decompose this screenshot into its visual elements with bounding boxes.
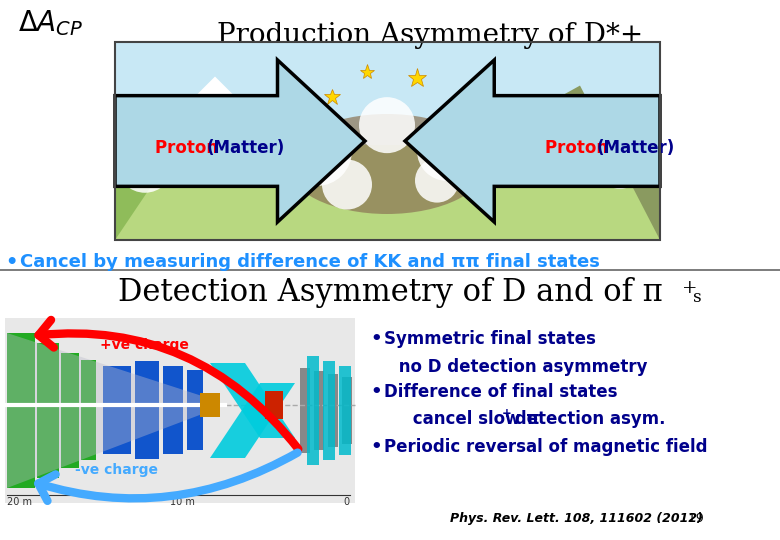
Text: Difference of final states: Difference of final states (384, 383, 618, 401)
Circle shape (415, 159, 459, 202)
Bar (163, 366, 183, 454)
Text: •: • (370, 383, 381, 401)
Polygon shape (210, 363, 295, 438)
Text: •: • (5, 253, 17, 272)
Text: Symmetric final states: Symmetric final states (384, 330, 596, 348)
Text: •: • (370, 330, 381, 348)
Text: Production Asymmetry of D*+: Production Asymmetry of D*+ (217, 22, 644, 49)
Text: 19: 19 (680, 512, 704, 525)
Bar (5, 318, 355, 503)
FancyArrowPatch shape (39, 320, 298, 449)
Text: +: + (682, 279, 697, 297)
Polygon shape (115, 91, 315, 240)
Polygon shape (480, 85, 660, 240)
Circle shape (322, 159, 372, 210)
Bar (187, 370, 203, 450)
Circle shape (282, 116, 352, 186)
Text: (Matter): (Matter) (207, 139, 285, 157)
Bar (339, 366, 351, 455)
Bar (115, 42, 660, 145)
Polygon shape (195, 77, 235, 97)
Bar (200, 393, 220, 417)
Bar (115, 145, 660, 240)
FancyArrowPatch shape (38, 453, 298, 501)
Bar (37, 343, 59, 478)
Text: Phys. Rev. Lett. 108, 111602 (2012): Phys. Rev. Lett. 108, 111602 (2012) (450, 512, 703, 525)
Bar (265, 391, 283, 419)
Text: Proton: Proton (545, 139, 614, 157)
Polygon shape (115, 60, 365, 222)
Bar (115, 42, 660, 240)
Text: -ve charge: -ve charge (75, 463, 158, 477)
Bar (307, 356, 319, 465)
Circle shape (592, 133, 648, 189)
Ellipse shape (287, 114, 487, 214)
Text: s: s (693, 289, 702, 306)
Bar (7, 333, 35, 488)
Text: 10 m: 10 m (170, 497, 195, 507)
Bar (81, 360, 96, 460)
Bar (135, 361, 159, 459)
Text: no D detection asymmetry: no D detection asymmetry (370, 358, 647, 376)
Text: Detection Asymmetry of D and of π: Detection Asymmetry of D and of π (118, 277, 662, 308)
Text: Proton: Proton (155, 139, 224, 157)
Bar (314, 371, 324, 450)
Bar (103, 366, 131, 454)
Text: 0: 0 (343, 497, 349, 507)
Polygon shape (210, 383, 295, 458)
Bar (323, 361, 335, 460)
Text: $\Delta A_{CP}$: $\Delta A_{CP}$ (18, 8, 83, 38)
Text: Cancel by measuring difference of KK and ππ final states: Cancel by measuring difference of KK and… (20, 253, 600, 271)
Bar (342, 377, 352, 444)
Text: cancel slow π: cancel slow π (384, 410, 540, 428)
Text: •: • (370, 438, 381, 456)
Circle shape (359, 97, 415, 153)
Polygon shape (405, 60, 660, 222)
Text: detection asym.: detection asym. (509, 410, 665, 428)
Text: (Matter): (Matter) (597, 139, 675, 157)
Text: Periodic reversal of magnetic field: Periodic reversal of magnetic field (384, 438, 707, 456)
Bar (61, 353, 79, 468)
Text: +: + (502, 407, 512, 420)
Text: 20 m: 20 m (7, 497, 32, 507)
Circle shape (417, 121, 477, 181)
Text: +ve charge: +ve charge (100, 338, 189, 352)
Circle shape (117, 137, 173, 193)
Bar (300, 368, 310, 453)
Bar (328, 374, 338, 447)
Polygon shape (7, 333, 205, 488)
